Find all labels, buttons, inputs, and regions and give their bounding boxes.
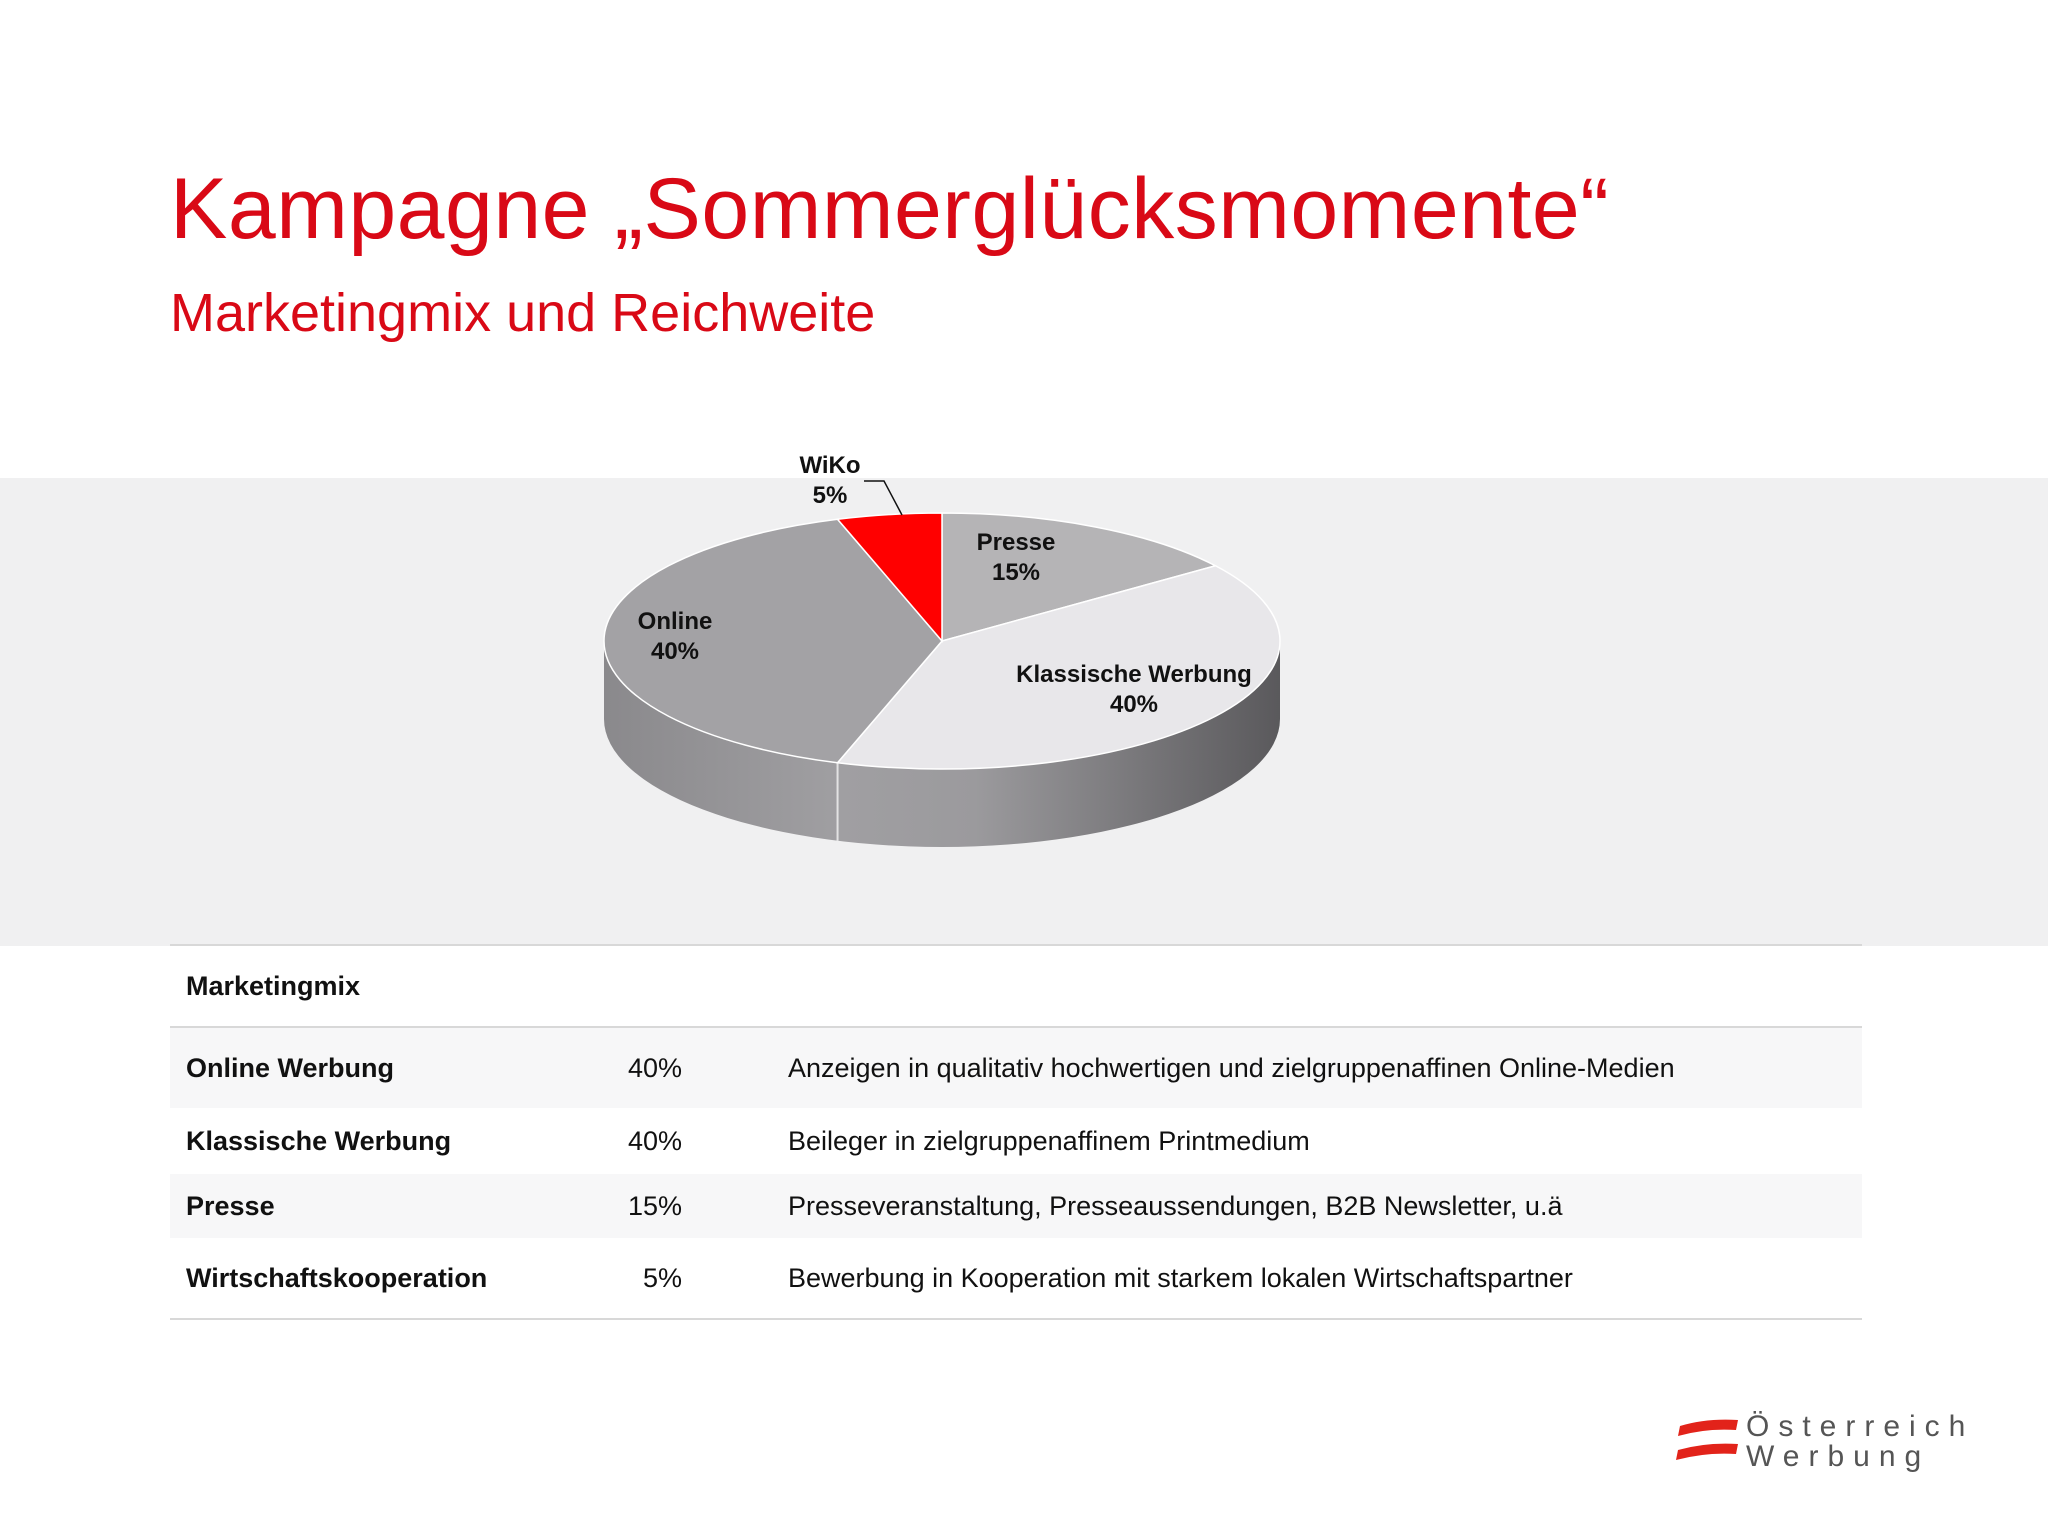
page-title: Kampagne „Sommerglücksmomente“ xyxy=(170,161,1610,257)
austria-flag-stripes-icon xyxy=(1676,1419,1738,1460)
row-share: 15% xyxy=(627,1190,682,1221)
row-name: Klassische Werbung xyxy=(186,1125,452,1156)
row-name: Presse xyxy=(186,1190,275,1221)
table-row: Online Werbung 40% Anzeigen in qualitati… xyxy=(170,1028,1862,1108)
row-description: Anzeigen in qualitativ hochwertigen und … xyxy=(788,1052,1675,1083)
row-share: 40% xyxy=(627,1052,682,1083)
pie-label-klassische-werbung: Klassische Werbung 40% xyxy=(1016,661,1252,718)
row-name: Online Werbung xyxy=(186,1052,394,1083)
row-share: 40% xyxy=(627,1125,682,1156)
logo-line-2: Werbung xyxy=(1746,1440,1931,1473)
row-description: Bewerbung in Kooperation mit starkem lok… xyxy=(788,1262,1573,1293)
table-row: Wirtschaftskooperation 5% Bewerbung in K… xyxy=(170,1238,1862,1318)
oesterreich-werbung-logo: Österreich Werbung xyxy=(1676,1408,1996,1480)
pie-side-wall xyxy=(604,641,1280,847)
table-row: Presse 15% Presseveranstaltung, Presseau… xyxy=(170,1174,1862,1238)
pie-slice-presse xyxy=(941,512,1218,642)
page-subtitle: Marketingmix und Reichweite xyxy=(170,283,876,343)
pie-leader-line-wiko xyxy=(864,480,903,516)
pie-label-wiko: WiKo 5% xyxy=(799,452,860,509)
row-name: Wirtschaftskooperation xyxy=(186,1262,488,1293)
pie-chart: Presse 15% Klassische Werbung 40% Online 40% W… xyxy=(603,452,1281,847)
pie-slice-klassische-werbung xyxy=(836,564,1281,770)
logo-line-1: Österreich xyxy=(1746,1410,1975,1443)
row-description: Beileger in zielgruppenaffinem Printmedi… xyxy=(788,1125,1310,1156)
pie-slice-wiko xyxy=(836,512,943,644)
pie-label-presse: Presse 15% xyxy=(977,529,1056,586)
pie-label-online: Online 40% xyxy=(638,608,713,665)
marketingmix-table: Marketingmix Online Werbung 40% Anzeigen… xyxy=(170,944,1862,1320)
table-row: Klassische Werbung 40% Beileger in zielg… xyxy=(170,1108,1862,1174)
logo-wordmark: Österreich Werbung xyxy=(1746,1412,1974,1472)
row-share: 5% xyxy=(642,1262,682,1293)
table-heading: Marketingmix xyxy=(170,946,1862,1028)
pie-slice-online xyxy=(603,518,943,764)
row-description: Presseveranstaltung, Presseaussendungen,… xyxy=(788,1190,1563,1221)
